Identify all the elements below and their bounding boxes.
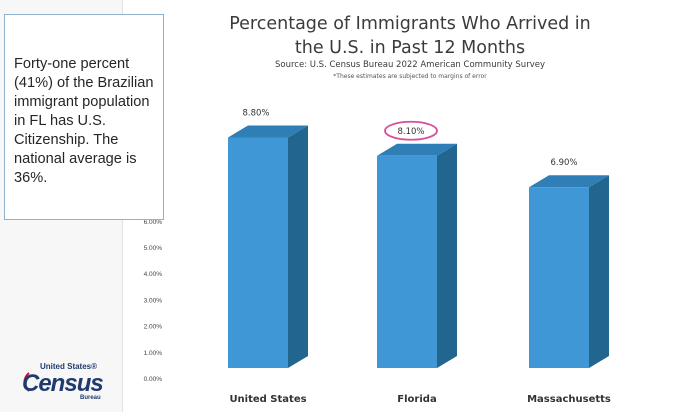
y-tick-label: 3.00% [144,297,163,304]
bar [228,137,288,368]
bar-value-label: 6.90% [550,158,577,168]
x-category-label: Massachusetts [527,394,611,405]
bar-side [589,175,609,368]
y-tick-label: 0.00% [144,376,163,383]
y-tick-label: 1.00% [144,350,163,357]
census-swoosh-icon [23,372,30,392]
chart-title-line-2: the U.S. in Past 12 Months [294,38,526,58]
y-tick-label: 6.00% [144,219,163,226]
bar-side [288,125,308,368]
bar [377,155,437,368]
bar-top [228,125,308,138]
y-tick-label: 2.00% [144,324,163,331]
bar-top [529,175,609,188]
census-logo: United States® Census Bureau [22,362,118,404]
bar [529,187,589,368]
y-tick-label: 4.00% [144,271,163,278]
callout-text: Forty-one percent (41%) of the Brazilian… [14,56,154,186]
bar-side [437,143,457,368]
logo-main-text: Census [22,370,104,397]
chart-note: *These estimates are subjected to margin… [333,73,487,80]
bar-top [377,143,457,156]
logo-top-text: United States® [40,362,98,371]
chart-subtitle: Source: U.S. Census Bureau 2022 American… [275,60,545,70]
logo-bottom-text: Bureau [80,395,101,401]
y-tick-label: 5.00% [144,245,163,252]
chart-title-line-1: Percentage of Immigrants Who Arrived in [229,14,591,34]
bar-value-label: 8.10% [397,127,424,137]
x-category-label: Florida [397,394,436,405]
bar-value-label: 8.80% [242,108,269,118]
citizenship-callout: Forty-one percent (41%) of the Brazilian… [4,14,164,220]
x-category-label: United States [229,394,306,405]
highlight-ellipse [384,120,438,141]
